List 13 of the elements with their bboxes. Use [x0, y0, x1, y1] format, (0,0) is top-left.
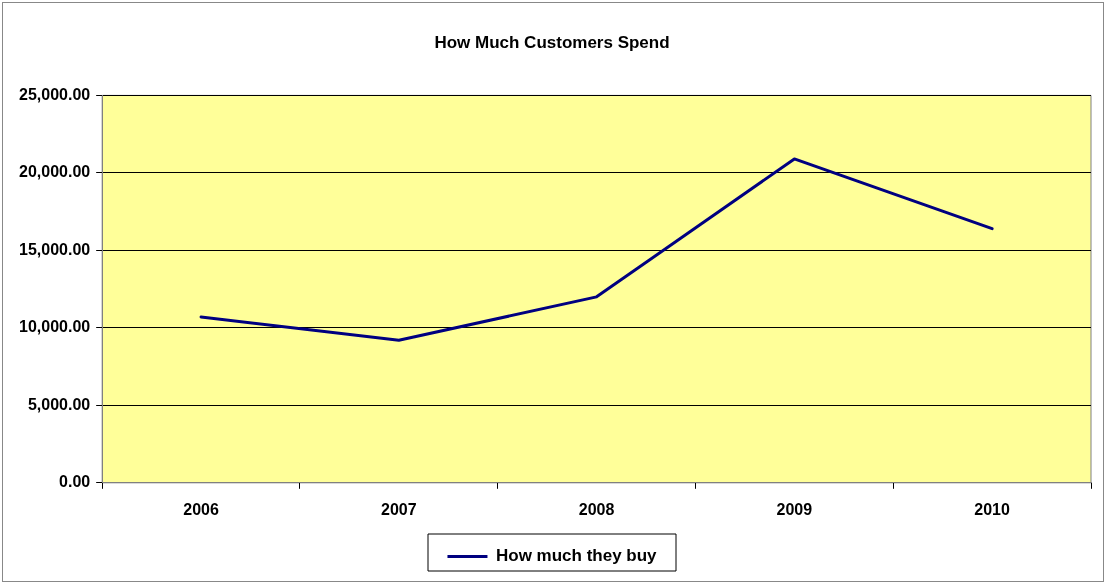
y-tick-label: 20,000.00	[18, 163, 91, 181]
legend-label: How much they buy	[495, 546, 658, 566]
y-tick-label: 0.00	[59, 473, 91, 491]
x-tick-label: 2009	[776, 500, 813, 518]
chart-title: How Much Customers Spend	[434, 32, 670, 52]
y-tick-label: 25,000.00	[18, 85, 91, 103]
y-tick-label: 15,000.00	[18, 240, 91, 258]
y-tick-label: 5,000.00	[27, 395, 91, 413]
x-tick-label: 2007	[381, 500, 417, 518]
y-tick-label: 10,000.00	[18, 318, 91, 336]
x-tick-label: 2010	[974, 500, 1011, 518]
x-tick-label: 2008	[578, 500, 615, 518]
x-tick-label: 2006	[183, 500, 219, 518]
